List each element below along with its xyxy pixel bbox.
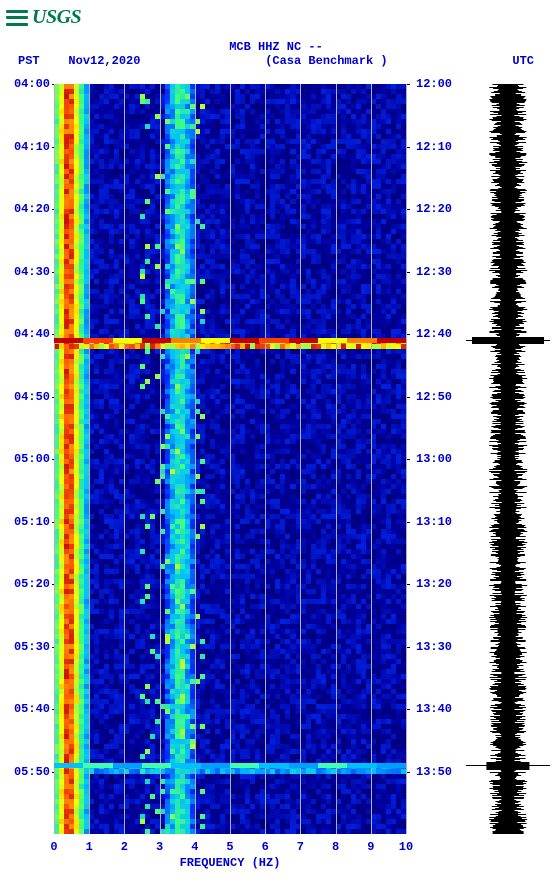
chart-header: MCB HHZ NC -- PST Nov12,2020 (Casa Bench… (0, 40, 552, 68)
utc-tick: 12:00 (416, 77, 452, 91)
x-tick: 9 (367, 840, 374, 854)
event-band (54, 763, 406, 768)
utc-tick: 13:40 (416, 702, 452, 716)
x-tick: 7 (297, 840, 304, 854)
x-axis-label: FREQUENCY (HZ) (180, 856, 281, 870)
utc-tick: 12:30 (416, 265, 452, 279)
usgs-logo: USGS (6, 6, 81, 29)
x-tick: 8 (332, 840, 339, 854)
pst-tick: 04:10 (14, 140, 50, 154)
x-tick: 4 (191, 840, 198, 854)
event-band (54, 338, 406, 343)
x-tick: 6 (262, 840, 269, 854)
pst-tick: 05:30 (14, 640, 50, 654)
utc-tick: 12:10 (416, 140, 452, 154)
pst-tick: 05:10 (14, 515, 50, 529)
chart-date: Nov12,2020 (68, 54, 140, 68)
x-axis-frequency: FREQUENCY (HZ) 012345678910 (54, 836, 406, 876)
pst-tick: 05:40 (14, 702, 50, 716)
utc-tick: 13:10 (416, 515, 452, 529)
chart-title-line2: (Casa Benchmark ) (265, 54, 387, 68)
logo-text: USGS (32, 6, 81, 29)
utc-tick: 12:50 (416, 390, 452, 404)
chart-title-line1: MCB HHZ NC -- (0, 40, 552, 54)
y-axis-utc: 12:0012:1012:2012:3012:4012:5013:0013:10… (410, 84, 462, 834)
utc-tick: 13:20 (416, 577, 452, 591)
pst-tick: 05:50 (14, 765, 50, 779)
spectrogram-chart (54, 84, 406, 834)
utc-tick: 13:30 (416, 640, 452, 654)
right-timezone: UTC (512, 54, 534, 68)
left-timezone: PST (18, 54, 40, 68)
pst-tick: 05:20 (14, 577, 50, 591)
x-tick: 1 (86, 840, 93, 854)
y-axis-pst: 04:0004:1004:2004:3004:4004:5005:0005:10… (0, 84, 52, 834)
utc-tick: 12:20 (416, 202, 452, 216)
wave-icon (6, 10, 28, 26)
x-tick: 5 (226, 840, 233, 854)
utc-tick: 13:00 (416, 452, 452, 466)
pst-tick: 04:20 (14, 202, 50, 216)
pst-tick: 04:50 (14, 390, 50, 404)
waveform-trace (472, 84, 544, 834)
pst-tick: 05:00 (14, 452, 50, 466)
utc-tick: 12:40 (416, 327, 452, 341)
x-tick: 10 (399, 840, 413, 854)
utc-tick: 13:50 (416, 765, 452, 779)
pst-tick: 04:00 (14, 77, 50, 91)
pst-tick: 04:30 (14, 265, 50, 279)
pst-tick: 04:40 (14, 327, 50, 341)
x-tick: 0 (50, 840, 57, 854)
x-tick: 2 (121, 840, 128, 854)
x-tick: 3 (156, 840, 163, 854)
